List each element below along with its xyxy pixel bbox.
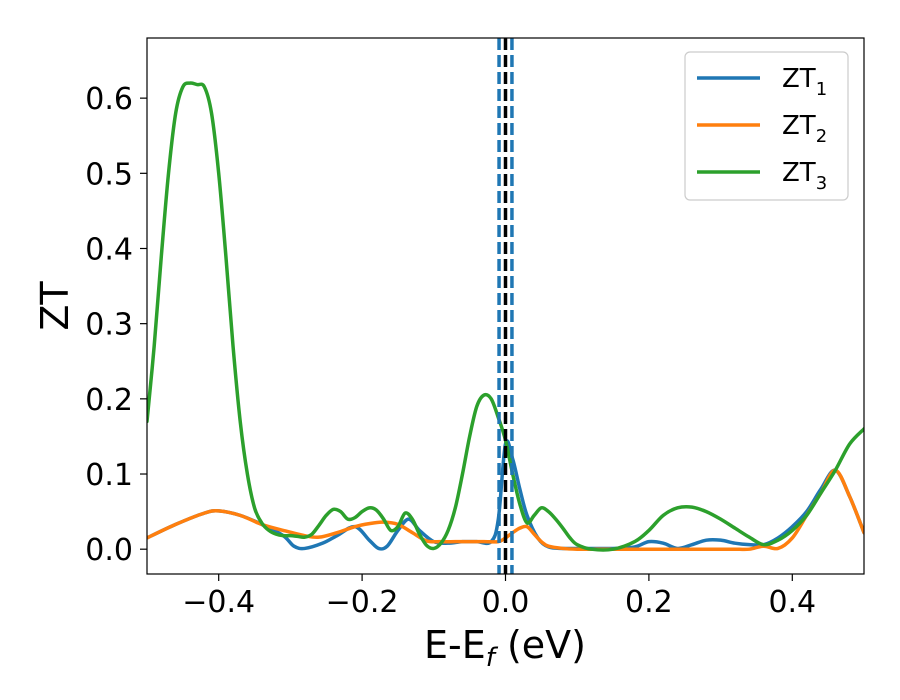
y-axis-ticks: 0.0 0.1 0.2 0.3 0.4 0.5 0.6 [85,82,147,568]
x-axis-ticks: −0.4 −0.2 0.0 0.2 0.4 [182,574,816,620]
legend-label-zt2: ZT2 [782,111,827,147]
y-tick-label: 0.0 [85,533,133,568]
x-tick-label: −0.4 [182,585,255,620]
legend-label-zt3: ZT3 [782,158,827,194]
series-layer [147,81,864,552]
y-tick-label: 0.1 [85,458,133,493]
x-tick-label: −0.2 [326,585,399,620]
y-axis-label: ZT [33,281,77,331]
legend-box [684,51,849,201]
legend: ZT1 ZT2 ZT3 [684,51,849,201]
y-tick-label: 0.4 [85,232,133,267]
x-tick-label: 0.0 [482,585,530,620]
y-tick-label: 0.5 [85,157,133,192]
legend-label-zt1: ZT1 [782,64,827,100]
x-tick-label: 0.4 [768,585,816,620]
y-tick-label: 0.2 [85,383,133,418]
series-line-zt1 [147,439,864,551]
series-line-zt2 [147,468,864,552]
x-tick-label: 0.2 [625,585,673,620]
y-tick-label: 0.3 [85,308,133,343]
vertical-reference-lines [497,38,514,574]
y-tick-label: 0.6 [85,82,133,117]
x-axis-label-unit: (eV) [495,623,586,667]
series-line-zt3 [147,81,864,552]
x-axis-label: E-Ef (eV) [424,623,586,673]
